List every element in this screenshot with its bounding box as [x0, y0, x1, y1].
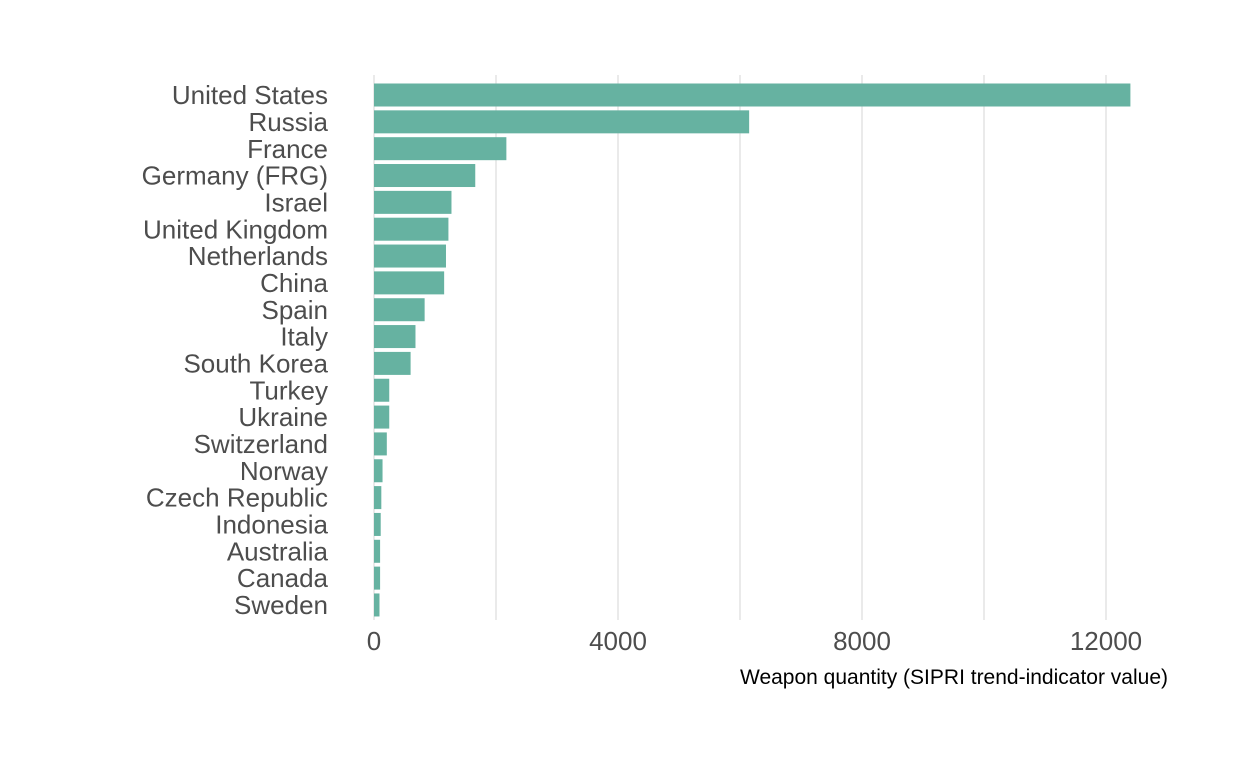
- x-tick-label: 12000: [1070, 626, 1142, 656]
- category-label: Czech Republic: [146, 483, 328, 513]
- category-label: South Korea: [183, 349, 328, 379]
- bar: [374, 566, 381, 590]
- bar: [374, 298, 425, 322]
- category-label: Canada: [237, 563, 329, 593]
- bar: [374, 539, 381, 563]
- x-tick-label: 0: [367, 626, 381, 656]
- bar: [374, 110, 750, 134]
- category-label: Italy: [280, 322, 328, 352]
- category-label: Ukraine: [238, 402, 328, 432]
- category-label: Netherlands: [188, 241, 328, 271]
- bar: [374, 432, 387, 456]
- category-label: Sweden: [234, 590, 328, 620]
- bar: [374, 137, 507, 161]
- category-label: United States: [172, 80, 328, 110]
- bar: [374, 271, 445, 295]
- bar: [374, 378, 390, 402]
- category-label: United Kingdom: [143, 214, 328, 244]
- bar: [374, 351, 411, 375]
- category-label: Indonesia: [215, 510, 328, 540]
- category-label: Norway: [240, 456, 328, 486]
- x-tick-label: 8000: [833, 626, 891, 656]
- category-label: China: [260, 268, 328, 298]
- category-label: Israel: [264, 187, 328, 217]
- x-tick-labels: 0 4000 8000 12000: [367, 626, 1142, 656]
- bars: [374, 83, 1131, 617]
- bar: [374, 244, 446, 268]
- x-tick-label: 4000: [589, 626, 647, 656]
- bar: [374, 593, 380, 617]
- category-label: Switzerland: [194, 429, 328, 459]
- bar: [374, 83, 1131, 107]
- category-label: Spain: [262, 295, 329, 325]
- category-label: Australia: [227, 536, 329, 566]
- gridlines: [373, 75, 1107, 620]
- bar: [374, 486, 382, 510]
- category-label: Turkey: [250, 375, 329, 405]
- x-axis-title: Weapon quantity (SIPRI trend-indicator v…: [740, 666, 1168, 689]
- bar: [374, 217, 449, 241]
- bar: [374, 164, 476, 188]
- bar: [374, 512, 381, 536]
- category-label: France: [247, 134, 328, 164]
- bar: [374, 459, 383, 483]
- category-label: Russia: [249, 107, 329, 137]
- bar: [374, 325, 416, 349]
- bar: [374, 190, 452, 214]
- bar: [374, 405, 390, 429]
- category-label: Germany (FRG): [142, 161, 328, 191]
